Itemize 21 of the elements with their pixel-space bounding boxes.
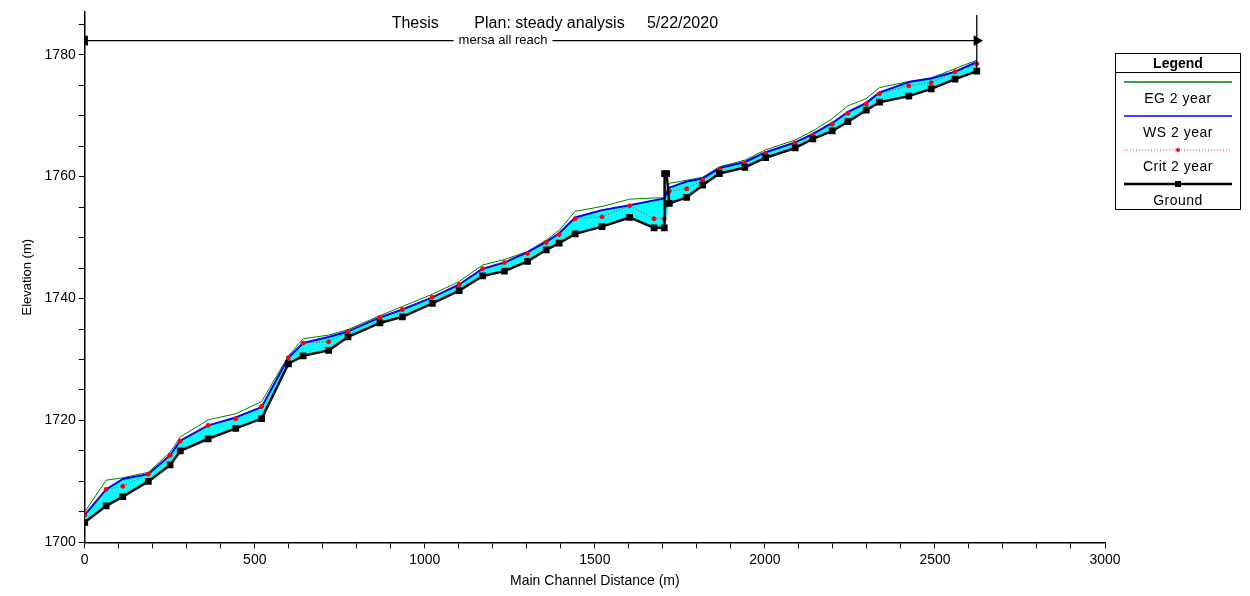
x-tick-label: 0 [80, 550, 89, 567]
x-tick-label: 1000 [409, 550, 441, 567]
y-tick-label: 1740 [44, 289, 76, 306]
y-tick-label: 1720 [44, 411, 76, 428]
y-axis-title: Elevation (m) [19, 238, 35, 316]
x-tick-label: 3000 [1089, 550, 1121, 567]
legend-title: Legend [1116, 54, 1240, 73]
y-tick-label: 1760 [44, 167, 76, 184]
text: Crit 2 year [1141, 157, 1215, 175]
y-tick-label: 1700 [44, 533, 76, 550]
annotation: mersa all reach [458, 32, 548, 48]
x-tick-label: 2000 [749, 550, 781, 567]
y-tick-label: 1780 [44, 45, 76, 62]
text: WS 2 year [1142, 123, 1214, 141]
x-tick-label: 500 [243, 550, 267, 567]
x-tick-label: 2500 [919, 550, 951, 567]
x-axis-title: Main Channel Distance (m) [510, 572, 680, 589]
text: EG 2 year [1143, 89, 1213, 107]
legend-label: Ground [1152, 191, 1204, 209]
chart-title: Thesis Plan: steady analysis 5/22/2020 [391, 14, 719, 32]
x-tick-label: 1500 [579, 550, 611, 567]
